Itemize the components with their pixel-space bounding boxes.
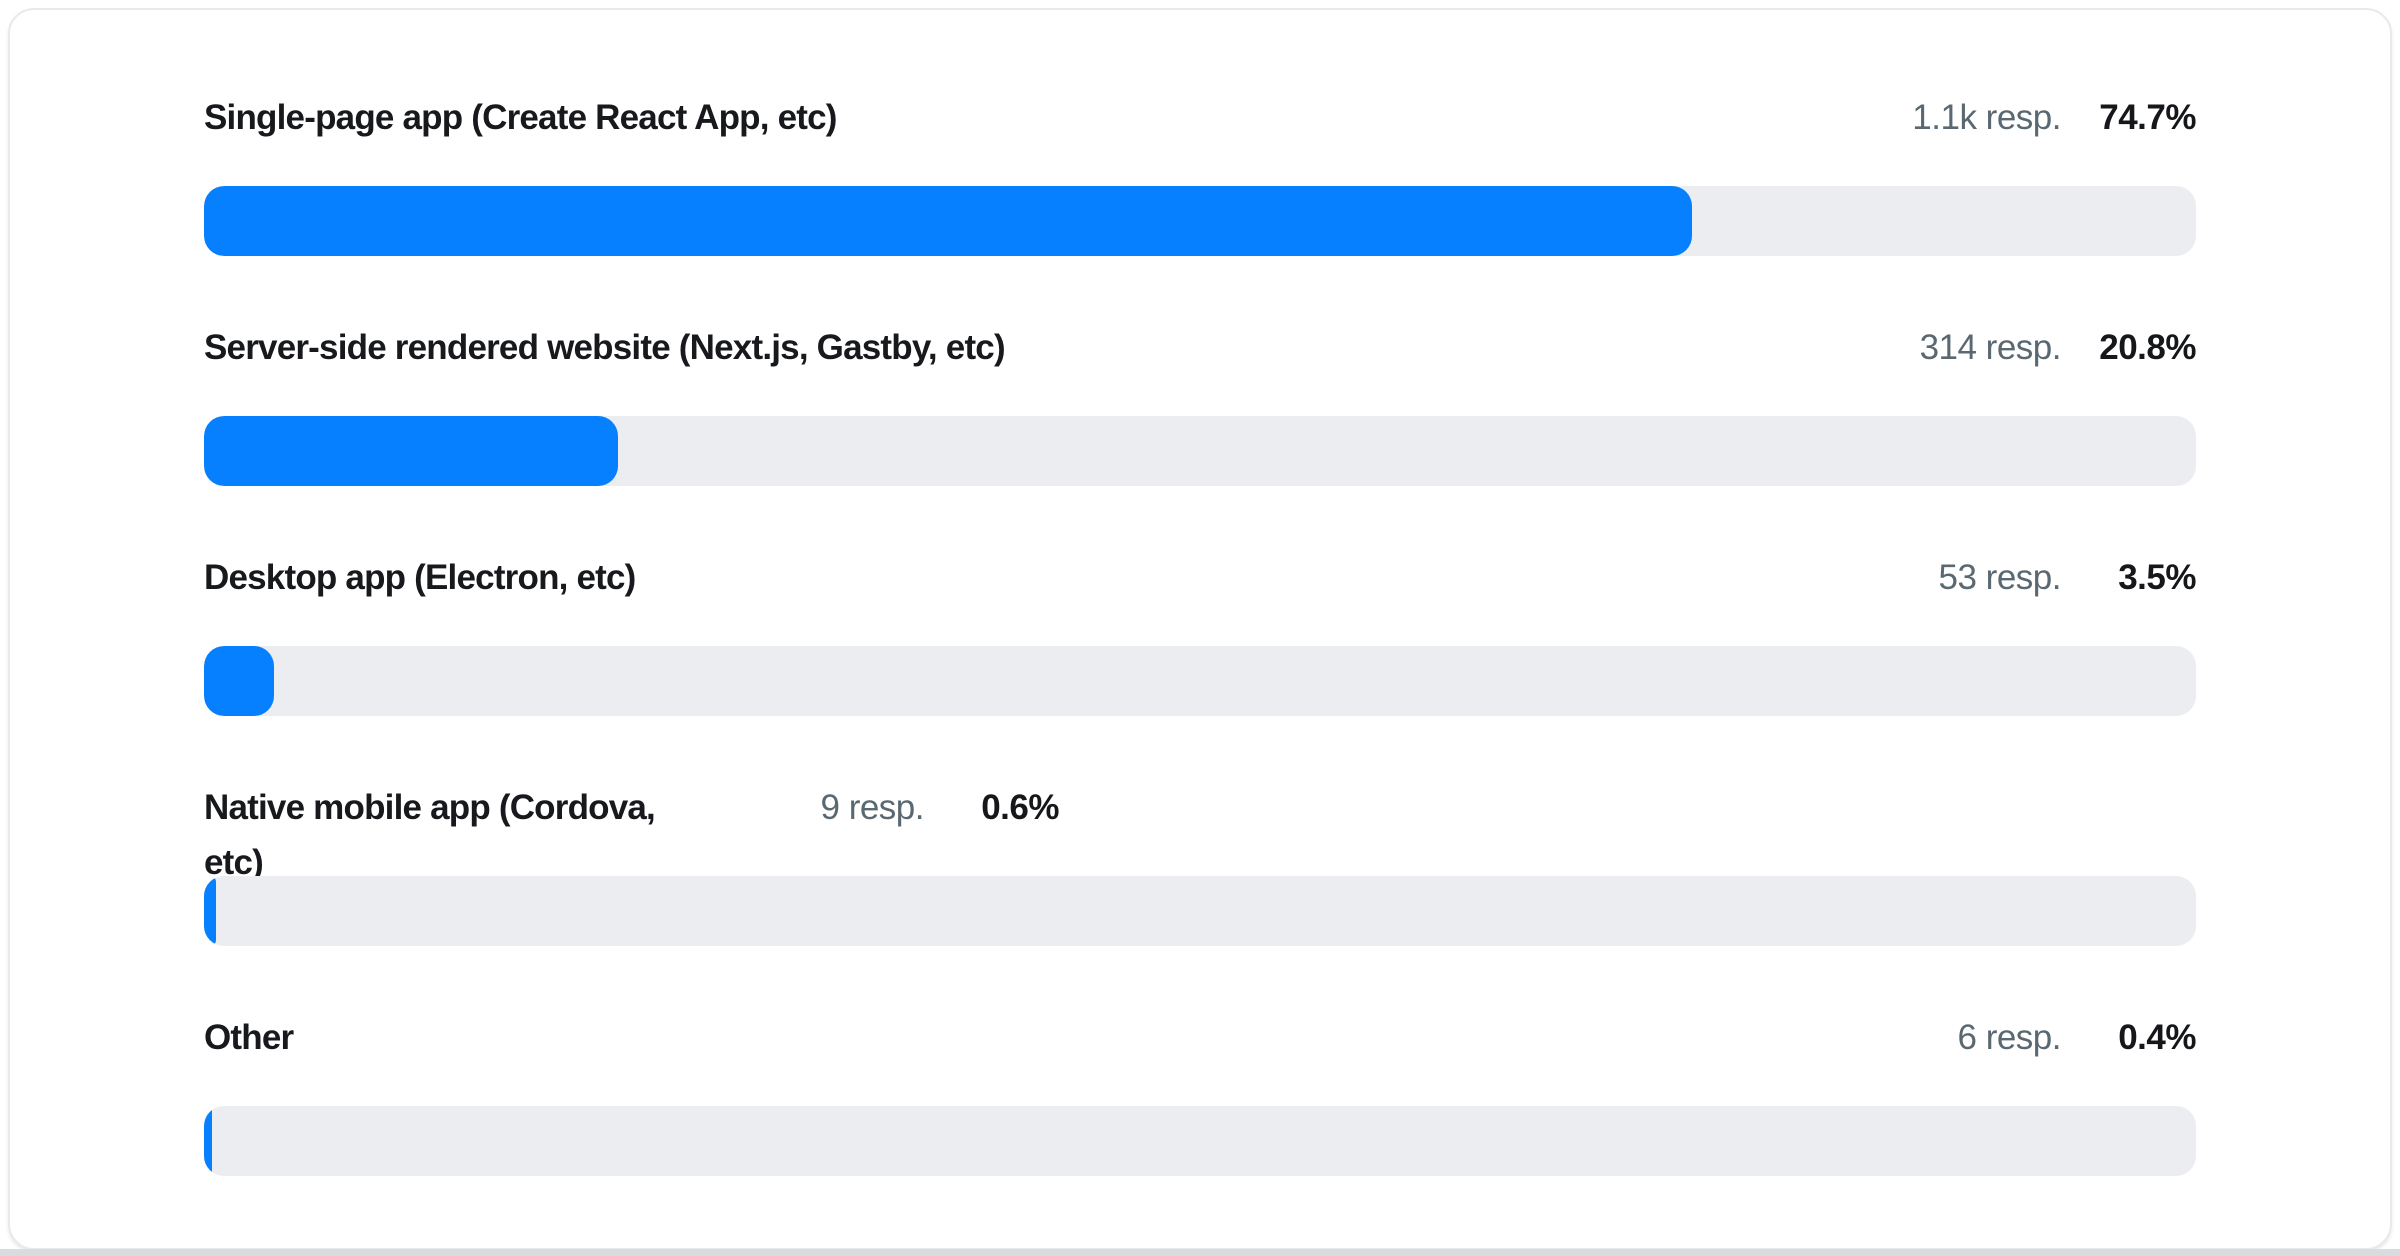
option-label: Native mobile app (Cordova, etc) xyxy=(204,788,656,882)
option-label: Single-page app (Create React App, etc) xyxy=(204,98,837,137)
survey-row: Other 6 resp. 0.4% xyxy=(204,990,2197,1220)
survey-results-card: Single-page app (Create React App, etc) … xyxy=(8,8,2392,1250)
survey-row: Native mobile app (Cordova, etc) 9 resp.… xyxy=(204,760,2196,990)
percent-value: 0.4% xyxy=(2118,1018,2196,1057)
survey-row: Server-side rendered website (Next.js, G… xyxy=(204,300,2197,530)
bar-fill xyxy=(204,646,274,716)
row-header: Server-side rendered website (Next.js, G… xyxy=(204,300,2197,375)
percent-value: 74.7% xyxy=(2099,98,2196,137)
response-count: 314 resp. xyxy=(1919,328,2062,367)
bar-fill xyxy=(204,416,619,486)
page-background-strip xyxy=(0,1249,2400,1256)
bar-fill xyxy=(204,876,216,946)
response-count: 9 resp. xyxy=(820,788,925,827)
bar-track xyxy=(204,646,2196,716)
bar-track xyxy=(204,1106,2196,1176)
percent-value: 20.8% xyxy=(2099,328,2196,367)
row-header: Other 6 resp. 0.4% xyxy=(204,990,2197,1065)
response-count: 53 resp. xyxy=(1938,558,2062,597)
percent-value: 0.6% xyxy=(981,788,1059,827)
bar-fill xyxy=(204,186,1693,256)
option-label: Other xyxy=(204,1018,294,1057)
option-label: Server-side rendered website (Next.js, G… xyxy=(204,328,1006,367)
option-label: Desktop app (Electron, etc) xyxy=(204,558,636,597)
bar-fill xyxy=(204,1106,212,1176)
response-count: 1.1k resp. xyxy=(1912,98,2061,137)
row-header: Native mobile app (Cordova, etc) 9 resp.… xyxy=(204,760,2196,890)
bar-track xyxy=(204,876,2196,946)
bar-track xyxy=(204,186,2196,256)
percent-value: 3.5% xyxy=(2118,558,2196,597)
response-count: 6 resp. xyxy=(1957,1018,2062,1057)
survey-row: Desktop app (Electron, etc) 53 resp. 3.5… xyxy=(204,530,2197,760)
survey-row: Single-page app (Create React App, etc) … xyxy=(204,70,2197,300)
row-header: Single-page app (Create React App, etc) … xyxy=(204,70,2197,145)
row-header: Desktop app (Electron, etc) 53 resp. 3.5… xyxy=(204,530,2197,605)
bar-track xyxy=(204,416,2196,486)
